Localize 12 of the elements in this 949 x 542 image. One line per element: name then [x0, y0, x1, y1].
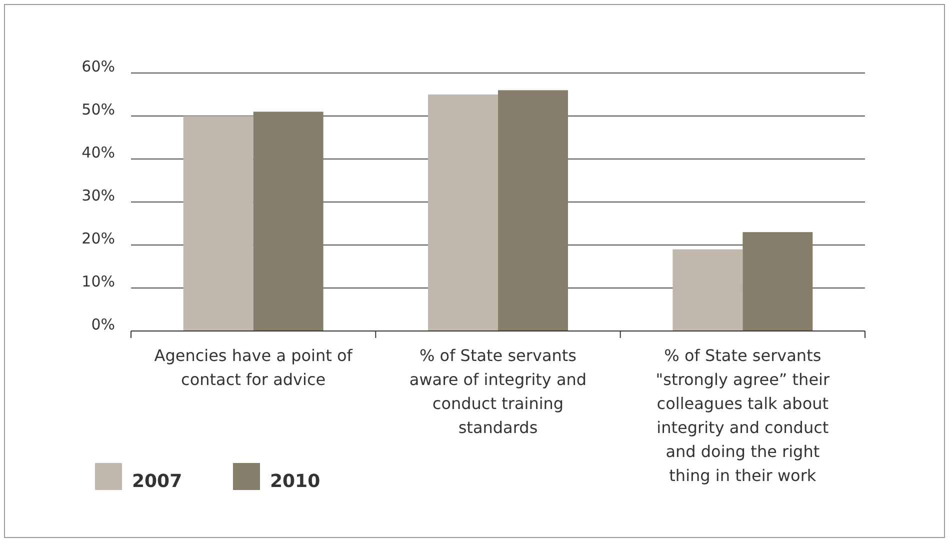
y-tick-label: 0% [91, 316, 115, 334]
x-tick-label: % of State servants "strongly agree” their colleagues talk about integrity and conduct and doing the right thing in their work [656, 346, 830, 485]
y-tick-label: 40% [82, 144, 115, 162]
y-tick-label: 20% [82, 230, 115, 248]
y-tick-label: 10% [82, 272, 115, 290]
y-tick-label: 30% [82, 186, 115, 204]
legend-label: 2007 [132, 471, 182, 492]
x-tick-label: % of State servants aware of integrity and conduct training standards [409, 346, 587, 437]
y-tick-label: 60% [82, 58, 115, 76]
legend-label: 2010 [270, 471, 320, 492]
y-tick-label: 50% [82, 100, 115, 118]
x-tick-label: Agencies have a point of contact for advice [154, 346, 353, 389]
